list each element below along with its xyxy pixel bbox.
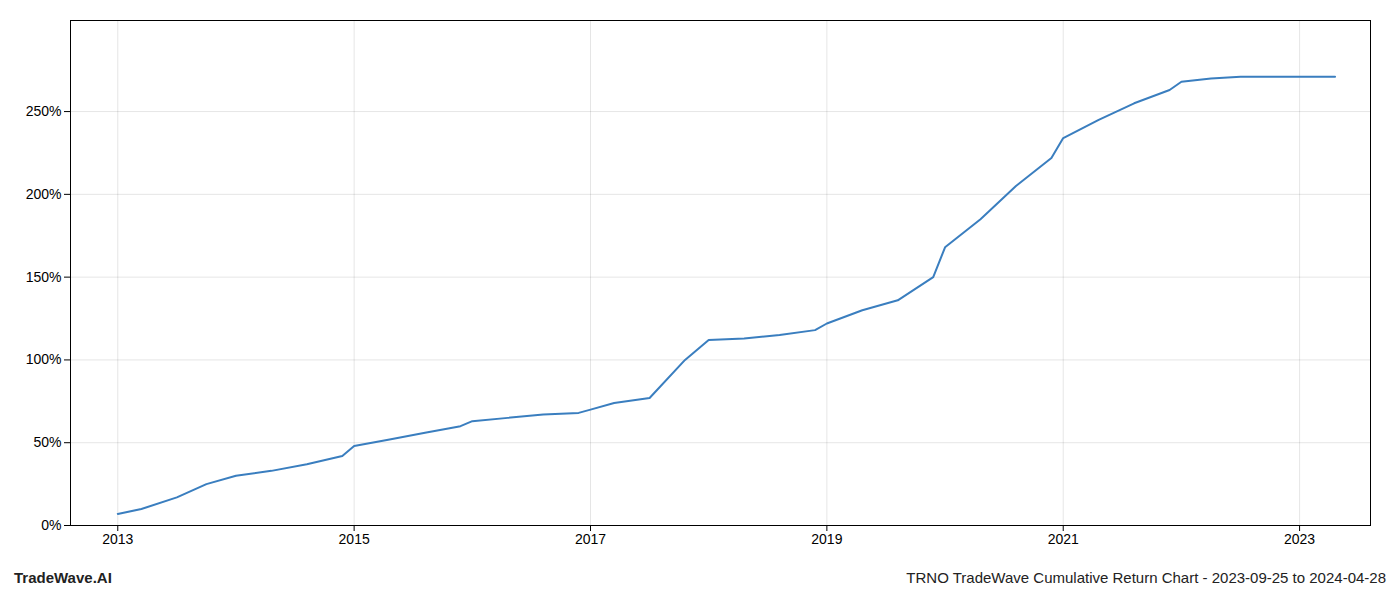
svg-text:100%: 100%	[26, 351, 62, 367]
svg-text:2023: 2023	[1284, 531, 1315, 547]
svg-text:2015: 2015	[339, 531, 370, 547]
svg-text:2019: 2019	[811, 531, 842, 547]
svg-text:150%: 150%	[26, 269, 62, 285]
svg-text:0%: 0%	[41, 517, 61, 533]
svg-text:2013: 2013	[102, 531, 133, 547]
html-text:TradeWave.AI: TradeWave.AI	[14, 569, 112, 586]
svg-text:2017: 2017	[575, 531, 606, 547]
svg-text:50%: 50%	[33, 434, 61, 450]
svg-text:2021: 2021	[1048, 531, 1079, 547]
html-text:TRNO TradeWave Cumulative Retu: TRNO TradeWave Cumulative Return Chart -…	[906, 569, 1386, 586]
svg-text:250%: 250%	[26, 103, 62, 119]
svg-text:200%: 200%	[26, 186, 62, 202]
